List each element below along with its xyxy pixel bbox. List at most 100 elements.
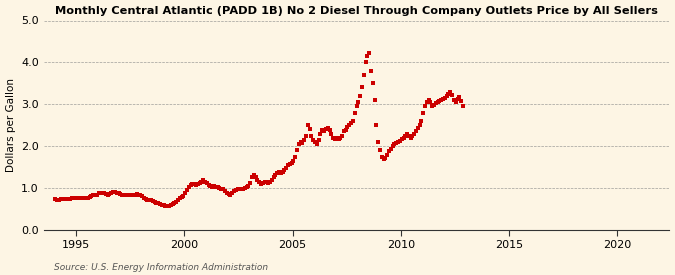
Point — [416, 119, 427, 123]
Point — [135, 193, 146, 197]
Point — [375, 148, 385, 152]
Point — [322, 126, 333, 131]
Point — [236, 187, 246, 191]
Point — [126, 193, 136, 198]
Point — [414, 123, 425, 127]
Point — [174, 196, 185, 200]
Point — [321, 127, 331, 131]
Point — [279, 168, 290, 172]
Point — [79, 196, 90, 200]
Point — [119, 193, 130, 198]
Point — [205, 184, 216, 188]
Point — [385, 147, 396, 152]
Point — [75, 196, 86, 200]
Point — [131, 192, 142, 196]
Point — [391, 141, 402, 145]
Point — [297, 141, 308, 145]
Point — [412, 126, 423, 131]
Point — [329, 136, 340, 141]
Point — [130, 192, 140, 197]
Point — [333, 136, 344, 141]
Point — [252, 177, 263, 182]
Point — [93, 191, 104, 196]
Point — [214, 186, 225, 190]
Point — [202, 181, 213, 185]
Point — [380, 156, 391, 160]
Point — [219, 189, 230, 193]
Point — [350, 110, 360, 115]
Point — [283, 163, 294, 167]
Point — [383, 149, 394, 153]
Point — [456, 99, 466, 103]
Point — [241, 185, 252, 189]
Point — [176, 195, 187, 199]
Point — [88, 193, 99, 198]
Point — [404, 133, 414, 138]
Point — [245, 181, 256, 185]
Point — [294, 142, 304, 146]
Point — [355, 94, 366, 98]
Point — [337, 133, 348, 138]
Point — [450, 100, 461, 104]
Point — [308, 138, 319, 142]
Point — [232, 186, 243, 191]
Point — [429, 103, 439, 107]
Point — [234, 187, 244, 191]
Point — [304, 127, 315, 131]
Point — [290, 154, 301, 159]
Point — [313, 138, 324, 142]
Point — [53, 198, 64, 202]
Y-axis label: Dollars per Gallon: Dollars per Gallon — [5, 78, 16, 172]
Point — [223, 192, 234, 196]
Point — [63, 197, 74, 201]
Point — [396, 136, 407, 141]
Point — [371, 123, 382, 127]
Point — [212, 185, 223, 189]
Point — [265, 180, 275, 184]
Point — [128, 193, 138, 197]
Point — [335, 136, 346, 140]
Point — [437, 97, 448, 101]
Point — [405, 136, 416, 140]
Point — [207, 185, 217, 189]
Point — [184, 185, 194, 189]
Point — [434, 99, 445, 103]
Point — [111, 190, 122, 195]
Point — [342, 125, 353, 130]
Point — [221, 191, 232, 195]
Point — [364, 51, 375, 55]
Point — [97, 191, 107, 196]
Point — [59, 197, 70, 201]
Point — [432, 100, 443, 104]
Point — [227, 191, 238, 196]
Point — [70, 196, 80, 200]
Point — [120, 193, 131, 197]
Point — [80, 196, 91, 200]
Point — [373, 140, 383, 144]
Point — [115, 192, 126, 196]
Point — [64, 197, 75, 201]
Point — [86, 194, 97, 199]
Point — [133, 192, 144, 197]
Point — [122, 193, 133, 197]
Point — [254, 180, 265, 184]
Point — [324, 128, 335, 132]
Point — [439, 96, 450, 100]
Point — [225, 192, 236, 197]
Point — [452, 97, 463, 101]
Point — [200, 180, 211, 184]
Point — [267, 177, 277, 182]
Point — [144, 198, 155, 202]
Point — [286, 161, 297, 165]
Point — [90, 192, 101, 197]
Point — [443, 92, 454, 96]
Point — [138, 196, 149, 200]
Point — [146, 198, 157, 203]
Point — [436, 98, 447, 102]
Point — [300, 133, 311, 138]
Point — [360, 60, 371, 65]
Point — [366, 68, 377, 73]
Point — [398, 136, 409, 140]
Point — [394, 139, 405, 143]
Point — [142, 197, 153, 202]
